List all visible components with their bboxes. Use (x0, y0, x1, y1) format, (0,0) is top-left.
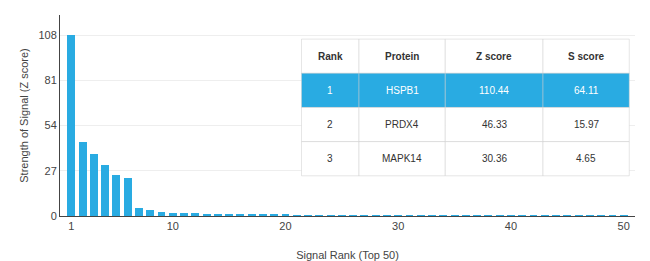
svg-text:81: 81 (45, 74, 57, 86)
svg-text:1: 1 (68, 220, 74, 232)
svg-text:108: 108 (38, 29, 56, 41)
svg-text:Signal Rank (Top 50): Signal Rank (Top 50) (296, 249, 399, 261)
svg-text:Protein: Protein (385, 51, 419, 62)
svg-text:50: 50 (618, 220, 630, 232)
svg-text:S score: S score (568, 51, 605, 62)
svg-text:Strength of Signal (Z score): Strength of Signal (Z score) (18, 48, 30, 183)
svg-text:Rank: Rank (318, 51, 343, 62)
svg-text:HSPB1: HSPB1 (386, 85, 419, 96)
svg-text:20: 20 (279, 220, 291, 232)
svg-text:3: 3 (327, 153, 333, 164)
svg-text:40: 40 (505, 220, 517, 232)
svg-text:Z score: Z score (476, 51, 512, 62)
svg-text:0: 0 (51, 210, 57, 222)
svg-text:27: 27 (45, 165, 57, 177)
svg-text:PRDX4: PRDX4 (385, 119, 419, 130)
svg-text:64.11: 64.11 (574, 85, 599, 96)
svg-text:2: 2 (327, 119, 333, 130)
svg-text:46.33: 46.33 (482, 119, 507, 130)
svg-text:4.65: 4.65 (576, 153, 596, 164)
svg-text:110.44: 110.44 (479, 85, 509, 96)
svg-text:30.36: 30.36 (482, 153, 507, 164)
svg-text:MAPK14: MAPK14 (382, 153, 422, 164)
svg-text:54: 54 (45, 119, 57, 131)
svg-text:30: 30 (392, 220, 404, 232)
svg-text:1: 1 (327, 85, 333, 96)
svg-text:15.97: 15.97 (574, 119, 599, 130)
svg-text:10: 10 (167, 220, 179, 232)
